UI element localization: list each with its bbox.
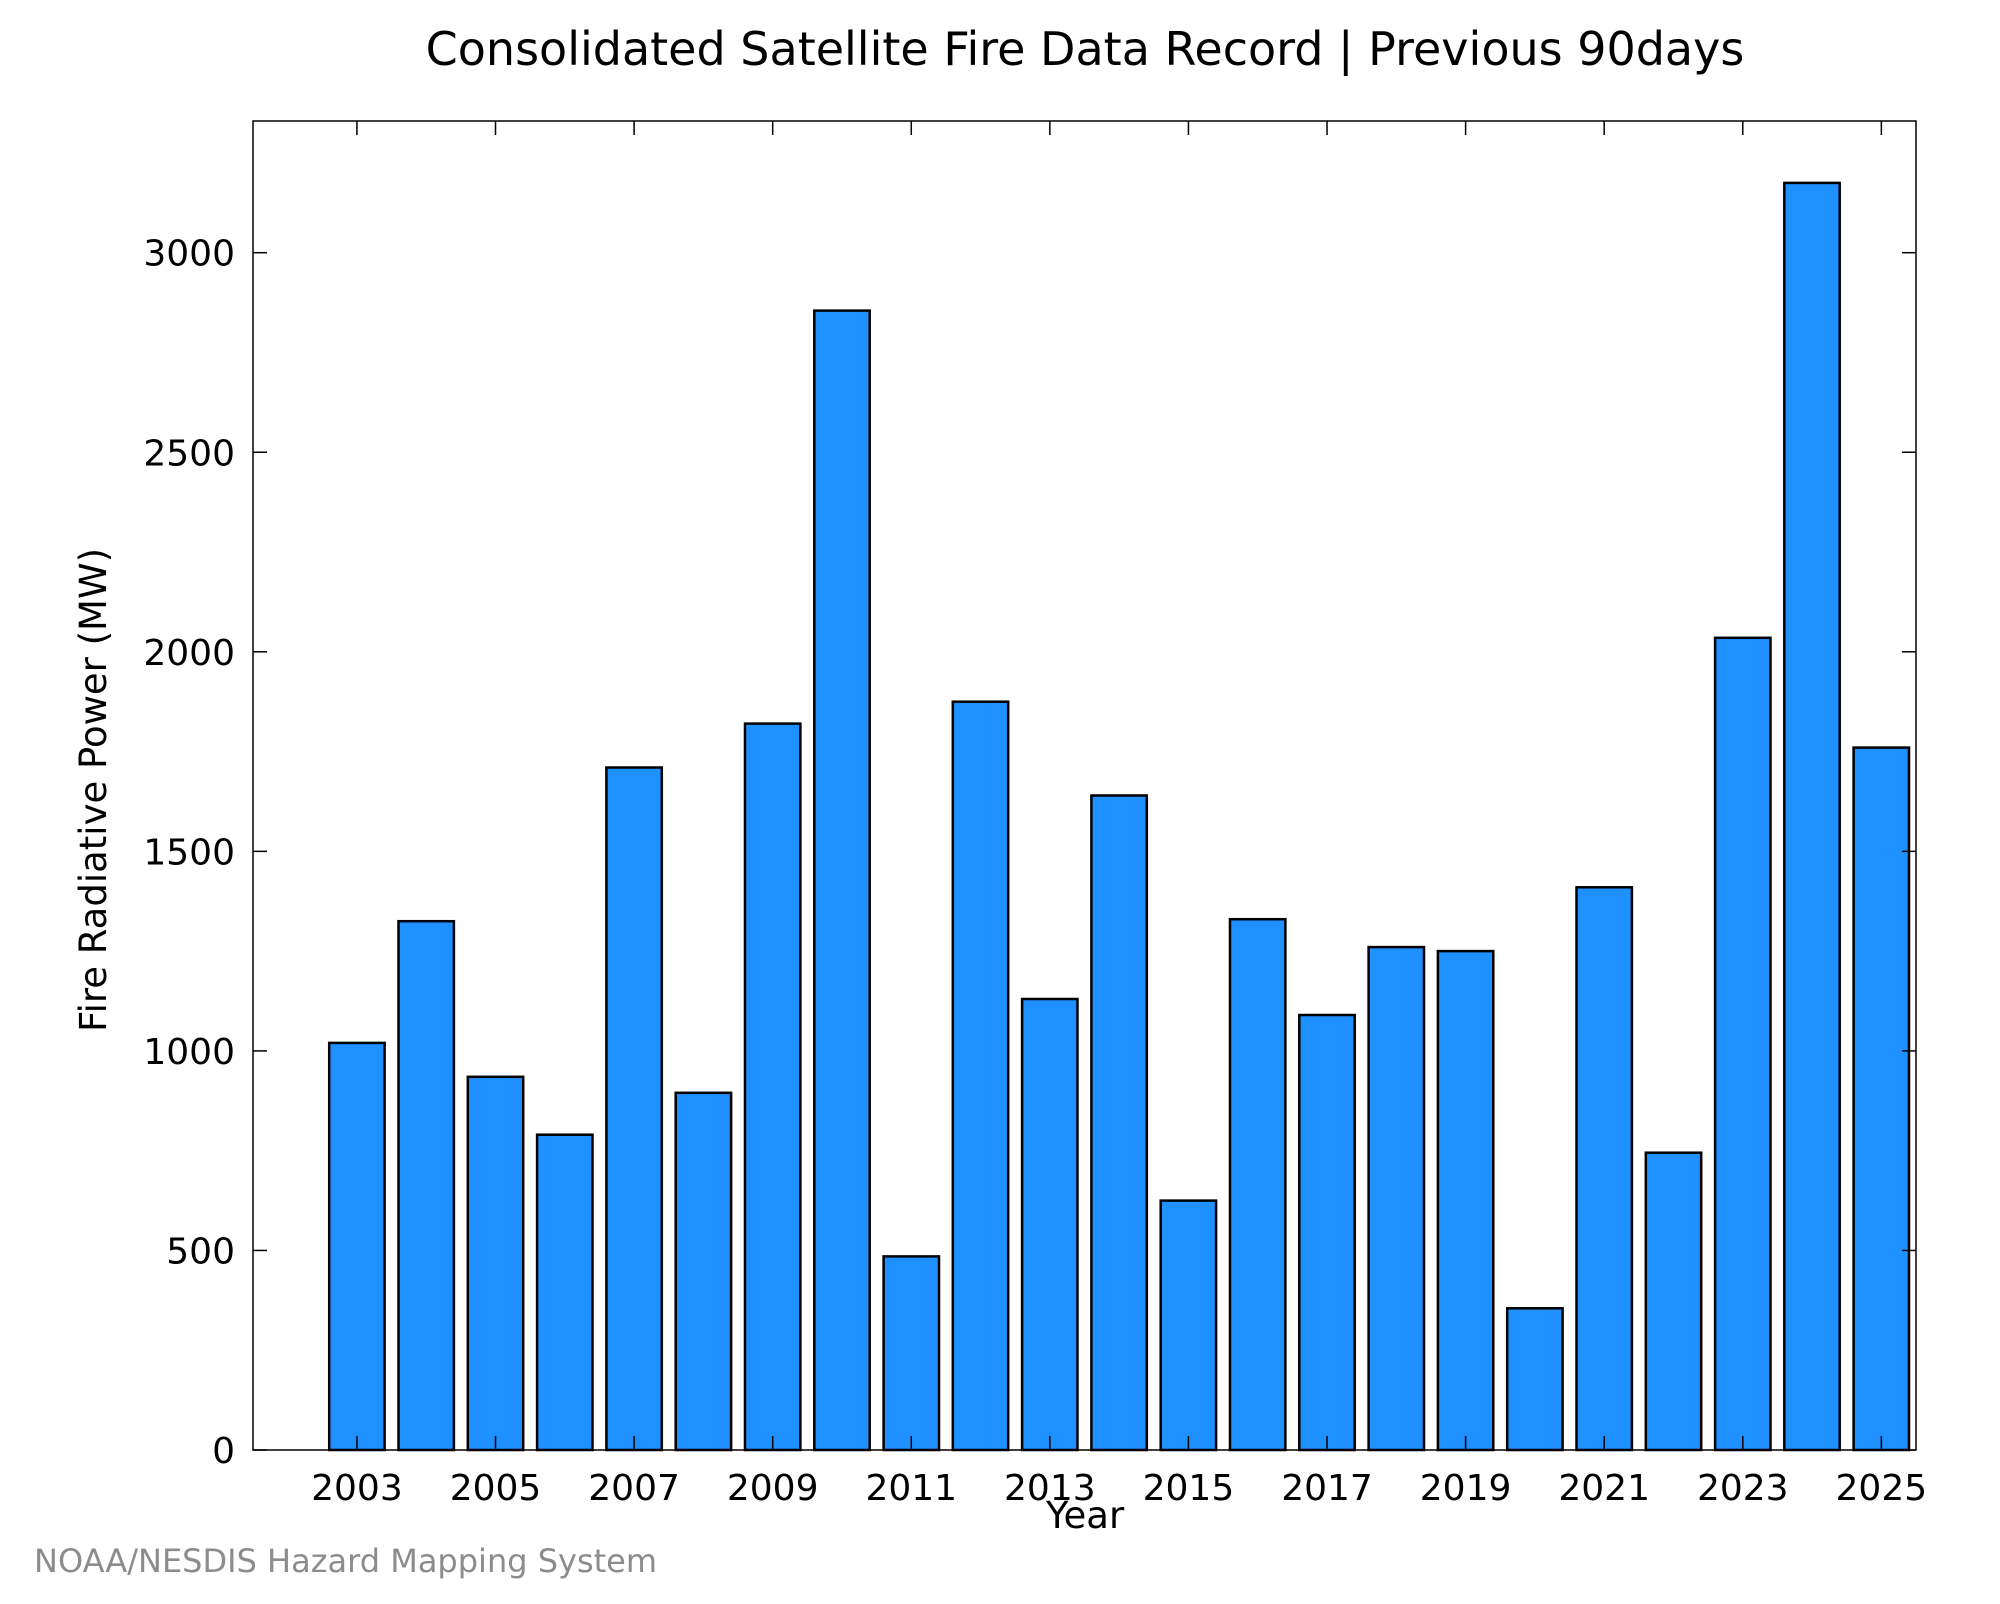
y-tick-label-2000: 2000 [143, 633, 235, 674]
bar-2006 [535, 1133, 594, 1452]
bar-2022 [1644, 1151, 1703, 1452]
x-tick-label-2011: 2011 [865, 1468, 957, 1509]
bar-2008 [674, 1091, 733, 1452]
x-axis-label: Year [1045, 1494, 1125, 1537]
x-tick-label-2021: 2021 [1558, 1468, 1650, 1509]
bar-2013 [1020, 997, 1079, 1452]
ticks-group [253, 121, 1916, 1451]
bar-2014 [1090, 794, 1149, 1452]
y-tick-label-3000: 3000 [143, 234, 235, 275]
bar-2019 [1436, 949, 1495, 1452]
y-axis-label: Fire Radiative Power (MW) [72, 548, 115, 1032]
tick-labels-group: 0 500 1000 1500 2000 2500 3000 2003 2005 2007 2009… [143, 234, 1927, 1509]
x-tick-label-2005: 2005 [450, 1468, 542, 1509]
bar-2024 [1783, 181, 1841, 1452]
bar-2018 [1367, 945, 1426, 1452]
x-tick-label-2003: 2003 [311, 1468, 403, 1509]
x-tick-label-2023: 2023 [1697, 1468, 1789, 1509]
y-tick-label-0: 0 [212, 1431, 235, 1472]
source-credit: NOAA/NESDIS Hazard Mapping System [34, 1542, 657, 1580]
y-tick-label-500: 500 [166, 1231, 235, 1272]
bar-2007 [605, 766, 664, 1452]
x-tick-label-2019: 2019 [1420, 1468, 1512, 1509]
bar-2004 [397, 919, 456, 1452]
bars-group [327, 181, 1911, 1452]
bar-2025 [1852, 746, 1911, 1452]
bar-2017 [1298, 1013, 1356, 1452]
x-tick-label-2015: 2015 [1143, 1468, 1235, 1509]
bar-2015 [1159, 1199, 1218, 1452]
bar-2023 [1713, 636, 1772, 1452]
bar-2011 [882, 1255, 941, 1452]
x-tick-label-2017: 2017 [1281, 1468, 1373, 1509]
plot-frame [252, 120, 1917, 1451]
bar-2005 [466, 1075, 525, 1452]
x-tick-label-2007: 2007 [588, 1468, 680, 1509]
bar-2003 [327, 1041, 386, 1452]
bar-2009 [743, 722, 802, 1452]
bar-2012 [951, 700, 1010, 1452]
x-tick-label-2009: 2009 [727, 1468, 819, 1509]
bar-2021 [1575, 886, 1634, 1452]
bar-2010 [813, 309, 871, 1452]
y-tick-label-1500: 1500 [143, 832, 235, 873]
bar-2020 [1505, 1307, 1564, 1452]
y-tick-label-2500: 2500 [143, 433, 235, 474]
chart-title: Consolidated Satellite Fire Data Record … [426, 22, 1745, 77]
bar-2016 [1228, 917, 1287, 1452]
y-tick-label-1000: 1000 [143, 1032, 235, 1073]
x-tick-label-2013: 2013 [1004, 1468, 1096, 1509]
x-tick-label-2025: 2025 [1836, 1468, 1928, 1509]
